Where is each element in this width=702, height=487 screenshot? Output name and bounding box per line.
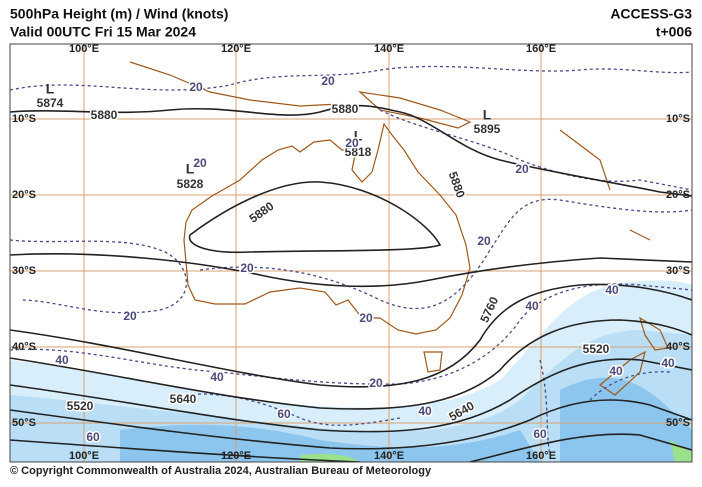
lon-label-bottom: 140°E	[374, 450, 404, 462]
lat-label-right: 20°S	[666, 189, 690, 201]
wind-label: 40	[605, 283, 619, 297]
height-label: 5520	[67, 399, 94, 413]
height-label: 5874	[37, 96, 64, 110]
wind-label: 40	[210, 370, 224, 384]
height-label: 5818	[345, 145, 372, 159]
lat-label-right: 10°S	[666, 113, 690, 125]
wind-label: 40	[525, 299, 539, 313]
wind-label: 20	[345, 136, 359, 150]
wind-label: 40	[609, 364, 623, 378]
wind-label: 20	[189, 80, 203, 94]
height-label: 5895	[474, 122, 501, 136]
map-frame	[9, 43, 693, 463]
valid-time: Valid 00UTC Fri 15 Mar 2024	[10, 24, 196, 40]
wind-label: 20	[515, 162, 529, 176]
lat-label-right: 40°S	[666, 341, 690, 353]
wind-label: 60	[86, 430, 100, 444]
model-name: ACCESS-G3	[610, 6, 692, 22]
low-marker: L	[46, 81, 55, 97]
lon-label-top: 160°E	[526, 43, 556, 55]
low-marker: L	[483, 107, 492, 123]
wind-label: 60	[533, 427, 547, 441]
wind-label: 20	[477, 234, 491, 248]
wind-label: 20	[321, 74, 335, 88]
lat-label-left: 40°S	[12, 341, 36, 353]
height-label: 5640	[170, 392, 197, 406]
height-label: 5520	[583, 342, 610, 356]
low-marker: L	[354, 128, 363, 144]
wind-label: 40	[418, 404, 432, 418]
wind-shading	[10, 280, 692, 462]
map-border	[9, 43, 693, 463]
lon-label-bottom: 160°E	[526, 450, 556, 462]
lon-label-bottom: 120°E	[221, 450, 251, 462]
lat-label-right: 30°S	[666, 265, 690, 277]
copyright: © Copyright Commonwealth of Australia 20…	[10, 465, 432, 477]
lat-label-left: 10°S	[12, 113, 36, 125]
lon-label-bottom: 100°E	[69, 450, 99, 462]
wind-label: 20	[359, 311, 373, 325]
lon-label-top: 120°E	[221, 43, 251, 55]
lat-label-right: 50°S	[666, 417, 690, 429]
coastlines	[129, 61, 669, 396]
lon-label-top: 140°E	[374, 43, 404, 55]
lat-label-left: 30°S	[12, 265, 36, 277]
height-label: 5880	[332, 102, 359, 116]
wind-label: 20	[193, 156, 207, 170]
wind-contours	[10, 65, 692, 456]
height-label: 5828	[177, 177, 204, 191]
wind-label: 60	[277, 407, 291, 421]
title: 500hPa Height (m) / Wind (knots)	[10, 6, 228, 22]
wind-label: 40	[661, 356, 675, 370]
wind-label: 20	[240, 261, 254, 275]
height-label: 5880	[91, 108, 118, 122]
wind-label: 20	[123, 309, 137, 323]
lat-label-left: 20°S	[12, 189, 36, 201]
forecast-step: t+006	[656, 24, 692, 40]
low-marker: L	[186, 161, 195, 177]
wind-label: 40	[55, 353, 69, 367]
wind-label: 20	[369, 376, 383, 390]
lon-label-top: 100°E	[69, 43, 99, 55]
map-body	[10, 44, 692, 462]
lat-label-left: 50°S	[12, 417, 36, 429]
height-contours	[10, 104, 692, 462]
